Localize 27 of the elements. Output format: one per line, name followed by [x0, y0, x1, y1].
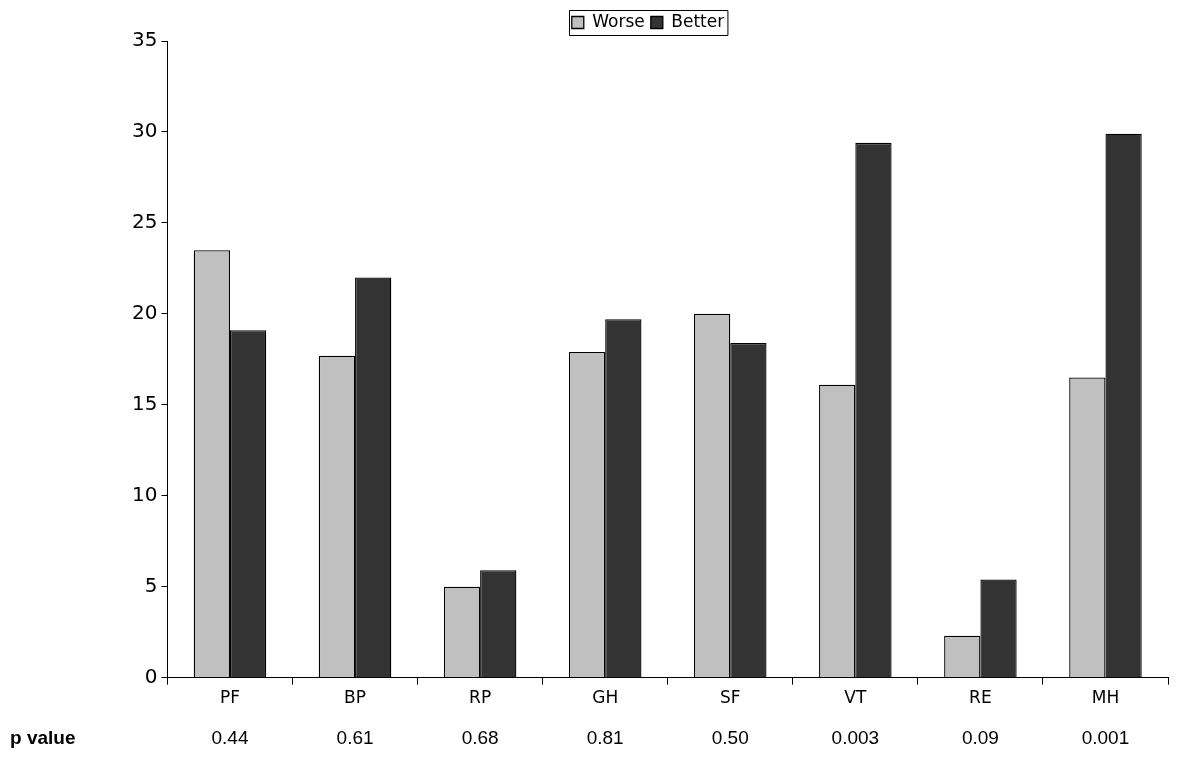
y-tick-label: 20 [132, 300, 158, 325]
x-tick-label: RE [969, 687, 992, 708]
text: 0.81 [586, 727, 624, 749]
y-tick-label: 5 [144, 572, 158, 597]
text: 0.61 [336, 727, 374, 749]
y-tick-label: 10 [132, 481, 158, 506]
legend-label: Worse [592, 10, 645, 31]
text: 0.68 [461, 727, 499, 749]
x-tick-label: VT [844, 687, 867, 708]
x-tick-label: SF [719, 687, 741, 708]
y-tick-label: 25 [132, 209, 158, 234]
x-tick-label: BP [344, 687, 367, 708]
x-tick-label: RP [469, 687, 492, 708]
y-tick-label: 30 [132, 118, 158, 143]
legend-label: Better [671, 10, 725, 31]
text: 0.003 [831, 727, 880, 749]
text: p value [10, 727, 76, 749]
y-tick-label: 35 [132, 27, 158, 52]
x-tick-label: PF [219, 687, 240, 708]
text: 0.44 [211, 727, 249, 749]
text: 0.001 [1081, 727, 1130, 749]
y-tick-label: 0 [144, 663, 158, 688]
x-tick-label: GH [592, 687, 619, 708]
x-tick-label: MH [1091, 687, 1120, 708]
text: 0.09 [961, 727, 999, 749]
text: 0.50 [711, 727, 749, 749]
y-tick-label: 15 [132, 390, 158, 415]
